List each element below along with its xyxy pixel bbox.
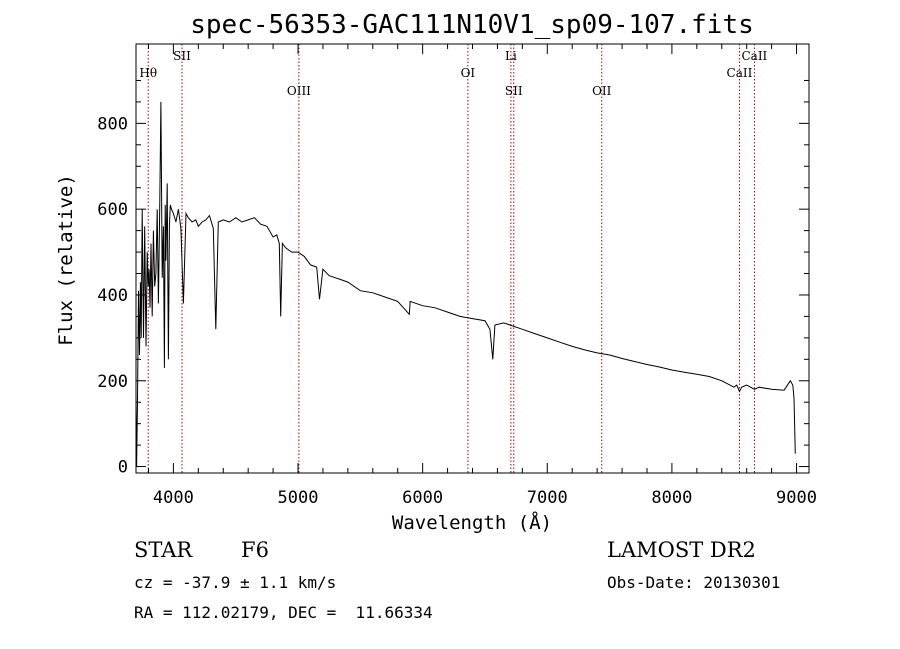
spectrum-plot: spec-56353-GAC111N10V1_sp09-107.fits Hθ S… [55,10,817,534]
annotation-label: CaII [727,66,753,80]
x-tick-label: 9000 [776,488,817,508]
redshift-velocity: cz = -37.9 ± 1.1 km/s [134,573,337,592]
observation-date: Obs-Date: 20130301 [607,573,781,592]
annotation-label: Hθ [139,66,157,80]
annotation-label: CaII [741,49,767,63]
object-class: STAR [134,538,193,562]
y-tick-label: 800 [97,114,128,134]
y-tick-label: 600 [97,200,128,220]
y-tick-label: 0 [118,458,128,478]
y-axis-label: Flux (relative) [55,174,77,346]
x-tick-label: 6000 [402,488,443,508]
annotation-label: OI [461,66,476,80]
annotation-label: SII [505,84,523,98]
annotation-label: OIII [287,84,311,98]
x-axis-label: Wavelength (Å) [392,511,552,534]
object-subclass: F6 [241,538,269,562]
line-annotations: Hθ SII OIII OI Li SII OII CaII CaII [139,44,768,473]
x-tick-label: 8000 [651,488,692,508]
plot-frame [135,43,810,474]
coordinates: RA = 112.02179, DEC = 11.66334 [134,603,433,622]
annotation-label: OII [592,84,612,98]
y-tick-label: 400 [97,286,128,306]
axis-ticks: 4000 5000 6000 7000 8000 9000 0 200 400 600 800 [97,44,817,508]
y-tick-label: 200 [97,372,128,392]
survey-name: LAMOST DR2 [607,538,756,562]
x-tick-label: 7000 [527,488,568,508]
spectrum-line [135,101,796,467]
annotation-label: SII [173,49,191,63]
chart-title: spec-56353-GAC111N10V1_sp09-107.fits [190,10,754,40]
annotation-label: Li [505,49,517,63]
x-tick-label: 4000 [153,488,194,508]
x-tick-label: 5000 [278,488,319,508]
